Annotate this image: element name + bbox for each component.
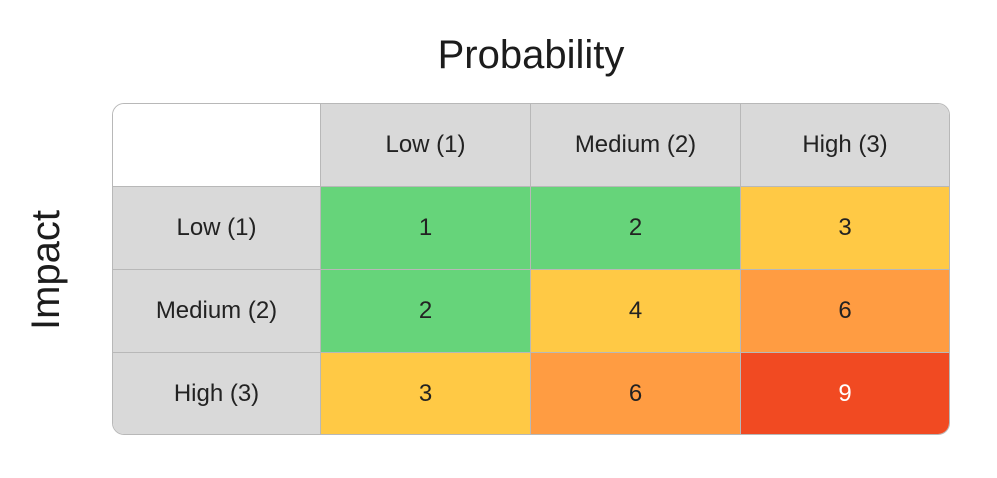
row-header-low: Low (1) [113, 187, 321, 270]
risk-cell-medium-high: 6 [741, 270, 949, 353]
risk-cell-high-medium: 6 [531, 353, 741, 434]
column-header-low: Low (1) [321, 104, 531, 187]
column-header-medium: Medium (2) [531, 104, 741, 187]
risk-cell-low-high: 3 [741, 187, 949, 270]
risk-cell-high-high: 9 [741, 353, 949, 434]
probability-axis-title: Probability [437, 33, 625, 77]
risk-cell-high-low: 3 [321, 353, 531, 434]
risk-cell-low-medium: 2 [531, 187, 741, 270]
risk-cell-low-low: 1 [321, 187, 531, 270]
matrix-corner-cell [113, 104, 321, 187]
risk-cell-medium-medium: 4 [531, 270, 741, 353]
risk-cell-medium-low: 2 [321, 270, 531, 353]
impact-axis-title: Impact [24, 209, 68, 331]
column-header-high: High (3) [741, 104, 949, 187]
row-header-medium: Medium (2) [113, 270, 321, 353]
row-header-high: High (3) [113, 353, 321, 434]
risk-matrix: Low (1) Medium (2) High (3) Low (1) 1 2 … [112, 103, 950, 435]
